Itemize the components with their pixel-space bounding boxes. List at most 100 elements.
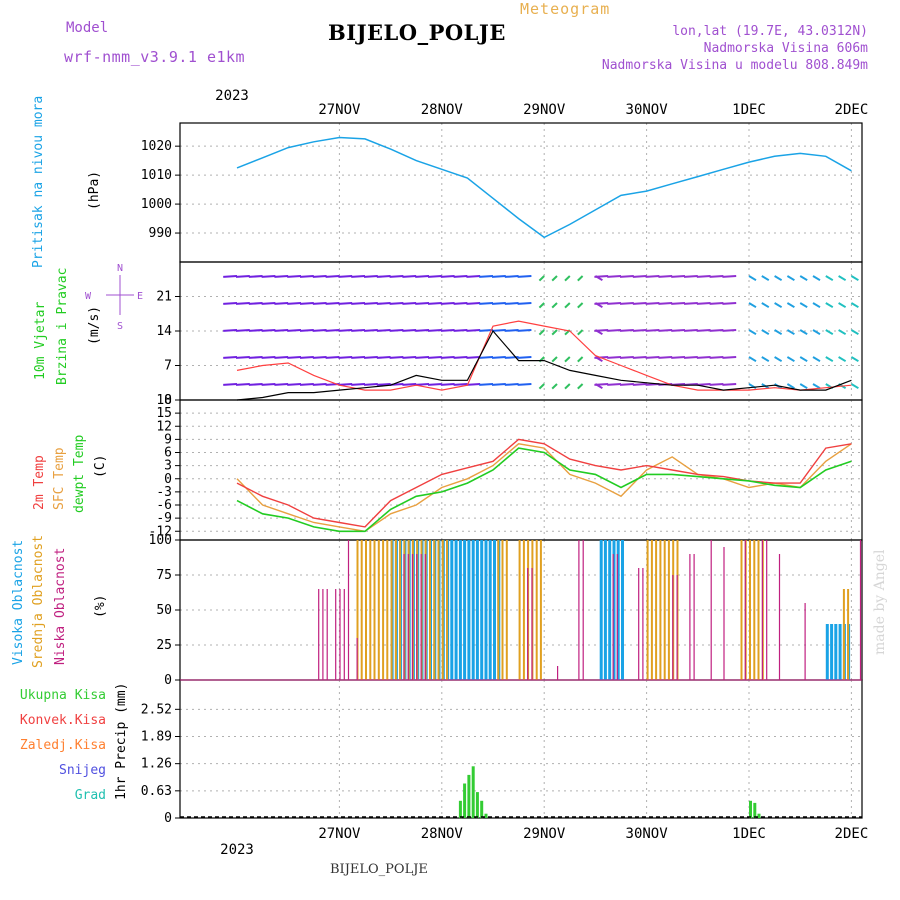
wind-arrow: [564, 383, 571, 390]
wind-arrow: [850, 329, 859, 336]
cloud-bar-low: [411, 554, 414, 680]
wind-arrow: [825, 275, 834, 282]
wind-arrow: [799, 383, 808, 390]
cloud-bar-mid: [659, 540, 662, 680]
wind-arrow: [564, 356, 571, 363]
y-tick-label: 18: [156, 393, 172, 408]
wind-arrow: [825, 329, 834, 336]
wind-arrow: [607, 383, 622, 386]
wind-arrow: [786, 302, 795, 309]
wind-arrow: [363, 329, 378, 332]
wind-arrow: [774, 275, 783, 282]
wind-arrow: [325, 356, 340, 359]
wind-arrow: [658, 356, 673, 359]
cloud-bar-low: [343, 589, 345, 680]
cloud-bar-mid: [373, 540, 376, 680]
cloud-bar-mid: [394, 540, 397, 680]
legend-frozen-rain: Zaledj.Kisa: [20, 738, 106, 753]
wind-arrow: [479, 302, 494, 305]
wind-arrow: [594, 275, 609, 278]
cloud-bar-mid: [386, 540, 389, 680]
wind-arrow: [427, 275, 442, 278]
cloud-bar-low: [859, 540, 862, 680]
y-tick-label: 9: [164, 432, 172, 447]
wind-arrow: [223, 275, 238, 278]
wind-arrow: [696, 329, 711, 332]
wind-arrow: [594, 329, 609, 332]
cloud-bar-low: [638, 568, 640, 680]
wind-arrow: [376, 302, 391, 305]
y-tick-label: 0: [164, 811, 172, 826]
wind-arrow: [351, 356, 366, 359]
y-tick-label: 100: [149, 533, 172, 548]
cloud-bar-mid: [441, 540, 444, 680]
cloud-bar-mid: [663, 540, 666, 680]
cloud-bar-low: [416, 554, 418, 680]
wind-arrow: [632, 383, 647, 386]
wind-arrow: [338, 275, 353, 278]
wind-arrow: [325, 275, 340, 278]
wind-arrow: [799, 302, 808, 309]
wind-arrow: [338, 329, 353, 332]
cloud-bar-mid: [842, 589, 845, 680]
y-tick-label: 1020: [141, 139, 172, 154]
cloud-bar-low: [723, 547, 725, 680]
precip-bar: [471, 766, 475, 819]
cloud-bar-high: [463, 540, 467, 680]
wind-arrow: [376, 329, 391, 332]
wind-arrow: [799, 356, 808, 363]
wind-label-1: 10m Vjetar: [33, 302, 48, 380]
cloud-bar-low: [318, 589, 320, 680]
wind-arrow: [722, 302, 737, 305]
cloud-bar-low: [676, 575, 678, 680]
meteogram-label: Meteogram: [520, 0, 611, 18]
wind-arrow: [812, 356, 821, 363]
precip-bar: [749, 800, 752, 819]
wind-arrow: [577, 329, 584, 336]
cloud-bar-low: [804, 603, 806, 680]
precip-bar: [458, 800, 462, 819]
wind-arrow: [709, 383, 724, 386]
wind-arrow: [517, 356, 532, 359]
cloud-bar-high: [612, 540, 616, 680]
wind-arrow: [538, 275, 545, 282]
wind-arrow: [632, 302, 647, 305]
wind-arrow: [491, 275, 506, 278]
y-tick-label: -6: [156, 498, 172, 513]
direction-legend-n: N: [117, 263, 123, 274]
year-label-bottom: 2023: [220, 842, 254, 858]
cloud-bar-low: [761, 540, 763, 680]
cloud-bar-low: [326, 589, 328, 680]
cloud-bar-mid: [433, 540, 436, 680]
cloud-bar-low: [335, 589, 337, 680]
x-tick-label-bottom: 29NOV: [523, 826, 566, 842]
cloud-bar-low: [420, 554, 422, 680]
cloud-bar-mid: [365, 540, 367, 680]
temp-label-2m: 2m Temp: [32, 455, 47, 510]
x-tick-label-bottom: 27NOV: [318, 826, 361, 842]
wind-arrow: [466, 275, 481, 278]
wind-arrow: [261, 329, 276, 332]
y-tick-label: 15: [156, 406, 172, 421]
cloud-bar-high: [621, 540, 624, 680]
wind-arrow: [415, 302, 430, 305]
wind-arrow: [338, 356, 353, 359]
wind-arrow: [274, 302, 289, 305]
wind-arrow: [786, 356, 795, 363]
cloud-bar-high: [493, 540, 496, 680]
wind-arrow: [248, 329, 263, 332]
wind-unit: (m/s): [87, 306, 102, 345]
wind-arrow: [287, 383, 302, 386]
wind-arrow: [389, 302, 404, 305]
temp-label-dew: dewpt Temp: [72, 435, 87, 513]
wind-arrow: [786, 383, 795, 390]
wind-arrow: [248, 275, 263, 278]
wind-arrow: [761, 302, 770, 309]
wind-arrow: [812, 329, 821, 336]
wind-arrow: [491, 356, 506, 359]
wind-speed-line: [236, 320, 852, 391]
wind-arrow: [287, 356, 302, 359]
cloud-bar-mid: [753, 540, 756, 680]
wind-arrow: [812, 302, 821, 309]
y-tick-label: 0.63: [141, 784, 172, 799]
